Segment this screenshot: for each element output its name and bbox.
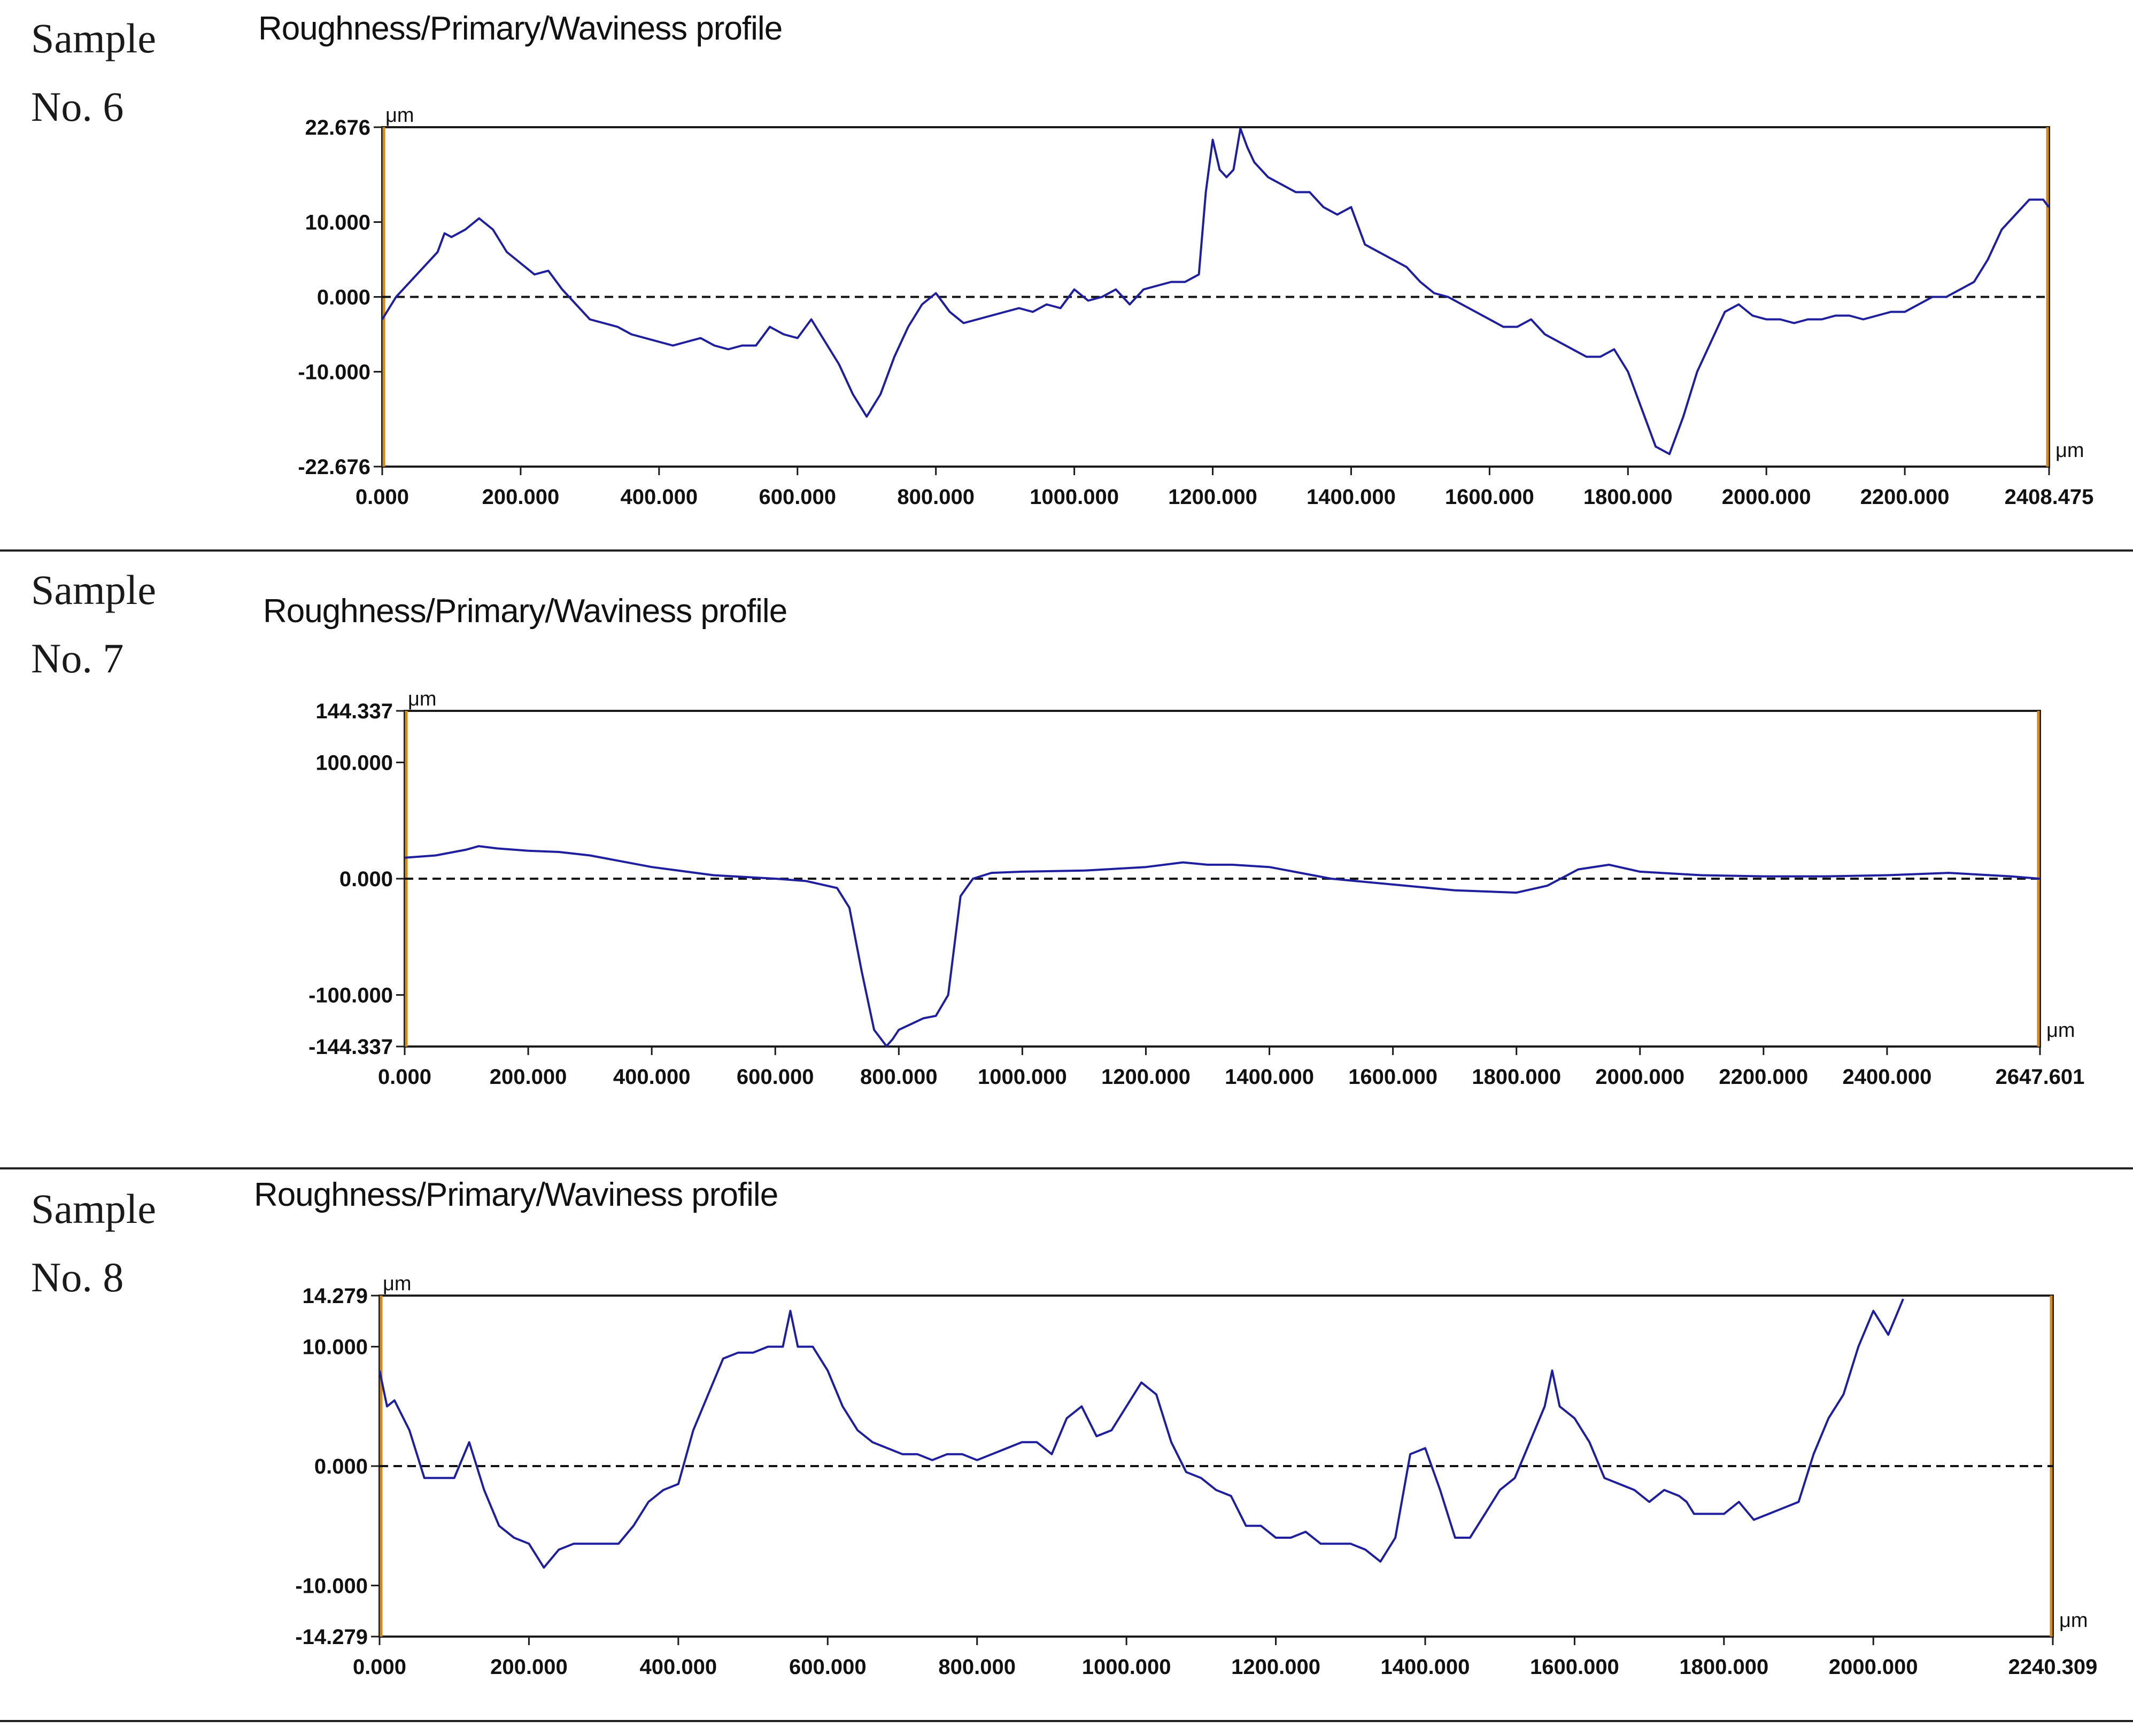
x-tick-label: 800.000 <box>938 1655 1016 1679</box>
y-unit-label: μm <box>408 688 437 710</box>
sample-label: Sample No. 6 <box>31 4 156 141</box>
x-tick-label: 1000.000 <box>1030 485 1119 509</box>
y-tick-label: -100.000 <box>308 984 393 1007</box>
y-tick-label: 0.000 <box>317 286 370 309</box>
plot-frame <box>381 126 2050 468</box>
y-tick-label: 0.000 <box>314 1455 368 1478</box>
x-tick-label: 1600.000 <box>1445 485 1534 509</box>
sample-label-number: No. 8 <box>31 1254 124 1300</box>
x-tick-label: 600.000 <box>789 1655 867 1679</box>
y-tick-label: -144.337 <box>308 1035 393 1059</box>
x-tick-label: 2240.309 <box>2008 1655 2098 1679</box>
y-tick-label: 100.000 <box>315 751 393 774</box>
y-tick-label: 14.279 <box>303 1284 368 1308</box>
x-tick-label: 800.000 <box>860 1065 938 1089</box>
profile-series-line <box>404 845 2040 1048</box>
y-tick-label: -14.279 <box>295 1625 368 1649</box>
x-tick-label: 800.000 <box>897 485 975 509</box>
x-tick-label: 400.000 <box>621 485 698 509</box>
sample-label-word: Sample <box>31 1185 156 1232</box>
x-unit-label: μm <box>2046 1019 2075 1042</box>
y-tick-label: -10.000 <box>295 1574 368 1598</box>
x-tick-label: 1400.000 <box>1307 485 1396 509</box>
x-unit-label: μm <box>2059 1609 2088 1632</box>
x-tick-label: 400.000 <box>640 1655 717 1679</box>
sample-label: Sample No. 7 <box>31 556 156 693</box>
sample-label-word: Sample <box>31 15 156 61</box>
x-tick-label: 1200.000 <box>1101 1065 1191 1089</box>
x-tick-label: 1000.000 <box>1082 1655 1171 1679</box>
x-tick-label: 200.000 <box>490 1065 567 1089</box>
x-tick-label: 1000.000 <box>978 1065 1067 1089</box>
y-unit-label: μm <box>385 104 414 127</box>
x-tick-label: 0.000 <box>353 1655 406 1679</box>
x-tick-label: 1400.000 <box>1225 1065 1314 1089</box>
x-tick-label: 2647.601 <box>1996 1065 2085 1089</box>
x-tick-label: 1800.000 <box>1583 485 1673 509</box>
x-tick-label: 2000.000 <box>1722 485 1811 509</box>
row-divider <box>0 549 2133 552</box>
y-tick-label: -10.000 <box>298 361 370 384</box>
y-tick-label: 10.000 <box>305 211 370 234</box>
x-tick-label: 2400.000 <box>1843 1065 1932 1089</box>
x-tick-label: 1600.000 <box>1530 1655 1619 1679</box>
x-tick-label: 2408.475 <box>2005 485 2094 509</box>
profile-series-line <box>378 1298 1904 1569</box>
x-tick-label: 2200.000 <box>1860 485 1950 509</box>
y-tick-label: 22.676 <box>305 116 370 140</box>
row-divider <box>0 1720 2133 1722</box>
x-tick-label: 0.000 <box>356 485 409 509</box>
x-tick-label: 1400.000 <box>1381 1655 1470 1679</box>
chart-title: Roughness/Primary/Waviness profile <box>258 10 783 47</box>
x-unit-label: μm <box>2055 439 2084 462</box>
x-tick-label: 600.000 <box>759 485 836 509</box>
x-tick-label: 2000.000 <box>1595 1065 1684 1089</box>
x-tick-label: 0.000 <box>378 1065 431 1089</box>
sample-label: Sample No. 8 <box>31 1175 156 1312</box>
x-tick-label: 2200.000 <box>1719 1065 1808 1089</box>
y-tick-label: 10.000 <box>303 1336 368 1359</box>
x-tick-label: 200.000 <box>482 485 560 509</box>
x-tick-label: 400.000 <box>613 1065 691 1089</box>
profile-series-line <box>381 127 2050 455</box>
x-tick-label: 1800.000 <box>1472 1065 1561 1089</box>
chart-title: Roughness/Primary/Waviness profile <box>263 593 787 630</box>
row-divider <box>0 1167 2133 1169</box>
x-tick-label: 1200.000 <box>1168 485 1257 509</box>
y-unit-label: μm <box>383 1273 412 1295</box>
y-tick-label: 0.000 <box>339 867 393 891</box>
x-tick-label: 600.000 <box>737 1065 814 1089</box>
y-tick-label: 144.337 <box>315 700 393 723</box>
sample-label-number: No. 6 <box>31 83 124 130</box>
x-tick-label: 1200.000 <box>1231 1655 1320 1679</box>
x-tick-label: 200.000 <box>490 1655 568 1679</box>
sample-label-number: No. 7 <box>31 635 124 681</box>
chart-title: Roughness/Primary/Waviness profile <box>254 1176 778 1213</box>
y-tick-label: -22.676 <box>298 455 370 479</box>
x-tick-label: 1800.000 <box>1679 1655 1768 1679</box>
x-tick-label: 2000.000 <box>1829 1655 1918 1679</box>
x-tick-label: 1600.000 <box>1348 1065 1438 1089</box>
sample-label-word: Sample <box>31 567 156 613</box>
